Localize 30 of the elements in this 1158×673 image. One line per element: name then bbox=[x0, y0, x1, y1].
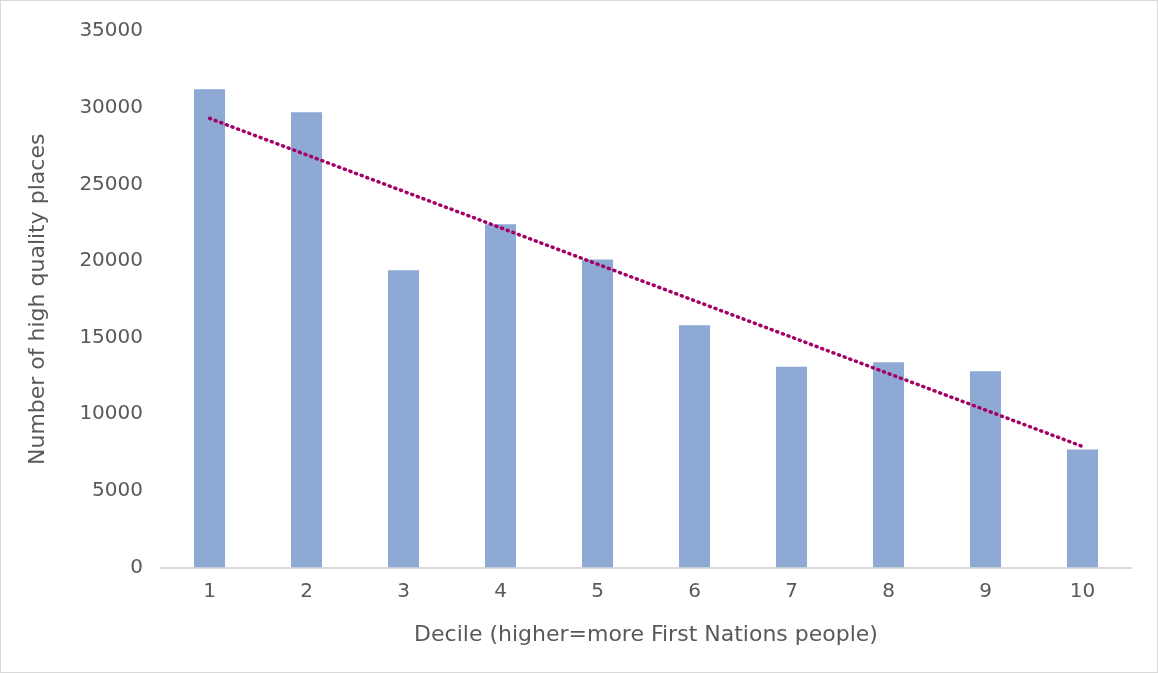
x-tick-label: 7 bbox=[785, 577, 798, 602]
x-axis-title: Decile (higher=more First Nations people) bbox=[414, 620, 878, 646]
y-tick-label: 5000 bbox=[92, 477, 144, 502]
bar bbox=[775, 366, 808, 568]
y-tick-label: 20000 bbox=[79, 247, 144, 272]
bar bbox=[581, 259, 614, 568]
x-tick-label: 2 bbox=[300, 577, 313, 602]
x-tick-label: 9 bbox=[979, 577, 992, 602]
y-tick-label: 25000 bbox=[79, 170, 144, 195]
bar bbox=[872, 362, 905, 568]
x-tick-label: 10 bbox=[1069, 577, 1096, 602]
bar bbox=[678, 325, 711, 568]
y-tick-label: 30000 bbox=[79, 93, 144, 118]
bar bbox=[969, 371, 1002, 568]
x-tick-label: 3 bbox=[397, 577, 410, 602]
y-tick-label: 15000 bbox=[79, 323, 144, 348]
bar bbox=[485, 224, 517, 568]
y-tick-label: 10000 bbox=[79, 400, 144, 425]
y-tick-label: 35000 bbox=[79, 17, 144, 42]
x-tick-label: 1 bbox=[203, 577, 216, 602]
x-tick-label: 6 bbox=[688, 577, 701, 602]
bar bbox=[1066, 449, 1099, 568]
bar bbox=[194, 89, 226, 568]
x-tick-label: 5 bbox=[591, 577, 604, 602]
y-tick-label: 0 bbox=[130, 553, 144, 578]
x-tick-label: 4 bbox=[494, 577, 507, 602]
bar bbox=[388, 270, 420, 568]
y-axis-title: Number of high quality places bbox=[23, 133, 49, 466]
bar bbox=[291, 112, 323, 568]
x-tick-label: 8 bbox=[882, 577, 895, 602]
